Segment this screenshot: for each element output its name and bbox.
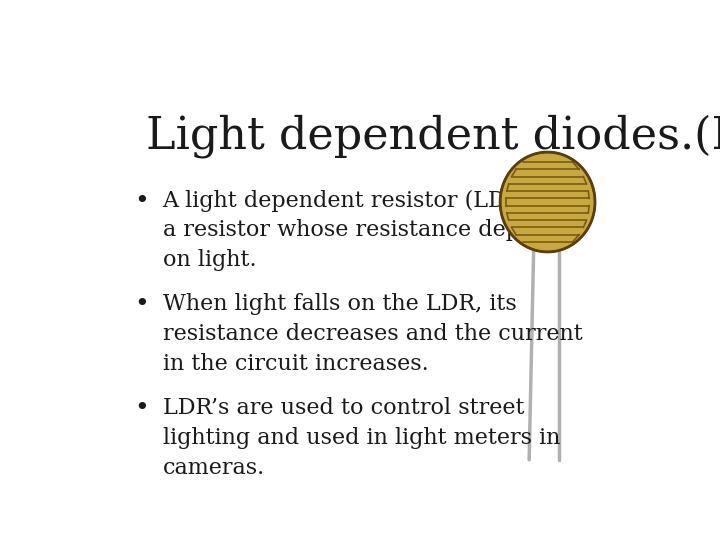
Text: •: • bbox=[135, 190, 149, 213]
Polygon shape bbox=[500, 152, 595, 252]
Text: •: • bbox=[135, 397, 149, 421]
Text: When light falls on the LDR, its
resistance decreases and the current
in the cir: When light falls on the LDR, its resista… bbox=[163, 294, 582, 375]
Text: Light dependent diodes.(LDR): Light dependent diodes.(LDR) bbox=[145, 114, 720, 158]
Text: A light dependent resistor (LDR) is
a resistor whose resistance depends
on light: A light dependent resistor (LDR) is a re… bbox=[163, 190, 572, 271]
Text: •: • bbox=[135, 294, 149, 316]
Text: LDR’s are used to control street
lighting and used in light meters in
cameras.: LDR’s are used to control street lightin… bbox=[163, 397, 560, 479]
